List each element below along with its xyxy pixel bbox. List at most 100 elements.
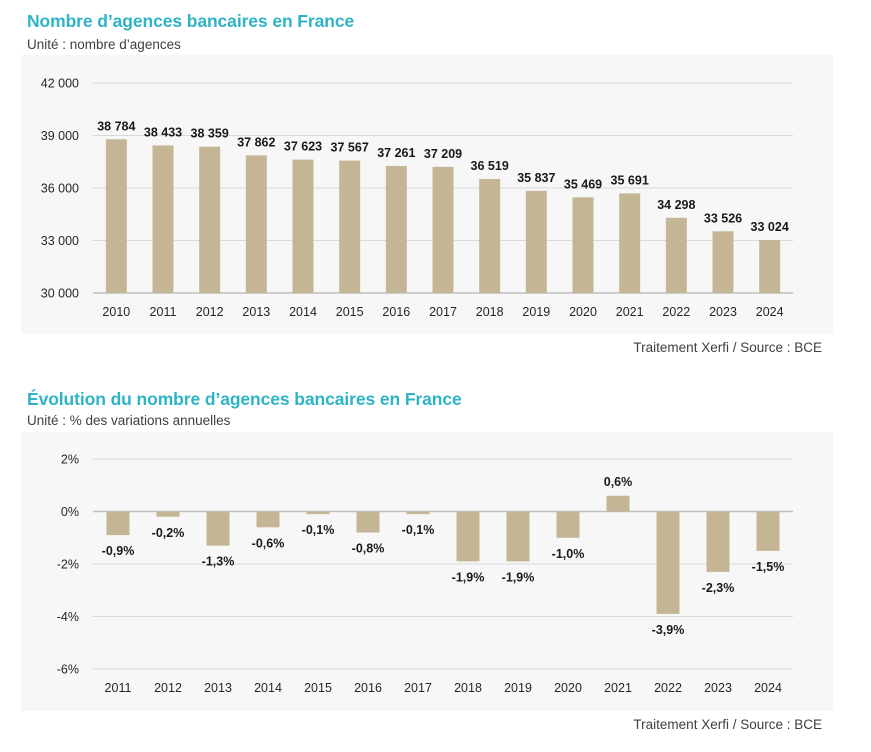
chart1-bar [339, 160, 361, 293]
chart1-data-label: 34 298 [657, 198, 695, 212]
chart2-xtick-label: 2017 [404, 681, 432, 695]
chart1-subtitle: Unité : nombre d’agences [27, 37, 181, 52]
chart2-bar [356, 511, 380, 533]
chart2-bar [706, 511, 730, 572]
chart1-bar [105, 139, 127, 293]
chart2-ytick-label: 0% [61, 505, 79, 519]
chart2-title: Évolution du nombre d’agences bancaires … [27, 389, 462, 409]
chart2-ytick-label: -2% [57, 558, 79, 572]
chart2-bar [256, 511, 280, 528]
chart1-data-label: 38 433 [144, 125, 182, 139]
chart1-xtick-label: 2010 [102, 305, 130, 319]
chart1-data-label: 35 837 [517, 171, 555, 185]
chart2-bar [406, 511, 430, 515]
chart2-data-label: -1,9% [502, 570, 535, 584]
chart2-data-label: -1,0% [552, 547, 585, 561]
chart1-bar [152, 145, 174, 293]
chart2-ytick-label: -6% [57, 663, 79, 677]
chart2-data-label: 0,6% [604, 475, 633, 489]
chart1-xtick-label: 2022 [662, 305, 690, 319]
chart1-bar [199, 146, 221, 293]
chart2-ytick-label: 2% [61, 453, 79, 467]
chart1-data-label: 36 519 [471, 159, 509, 173]
chart1-xtick-label: 2013 [242, 305, 270, 319]
chart1-bar [712, 231, 734, 293]
chart2-bar [156, 511, 180, 517]
chart1-bar [292, 159, 314, 293]
chart1-xtick-label: 2023 [709, 305, 737, 319]
chart1-bar [665, 217, 687, 293]
chart2-xtick-label: 2019 [504, 681, 532, 695]
chart2-bar [206, 511, 230, 546]
chart1-xtick-label: 2021 [616, 305, 644, 319]
chart1-data-label: 37 862 [237, 135, 275, 149]
chart1-xtick-label: 2012 [196, 305, 224, 319]
chart2-xtick-label: 2014 [254, 681, 282, 695]
chart2-data-label: -0,2% [152, 526, 185, 540]
chart2-source: Traitement Xerfi / Source : BCE [633, 717, 822, 732]
chart2-data-label: -0,9% [102, 544, 135, 558]
chart1-data-label: 37 209 [424, 147, 462, 161]
chart1-ytick-label: 39 000 [41, 129, 79, 143]
chart2-xtick-label: 2012 [154, 681, 182, 695]
chart2-data-label: -0,1% [302, 523, 335, 537]
chart1-data-label: 37 567 [331, 141, 369, 155]
chart1-xtick-label: 2011 [150, 305, 177, 319]
chart2-data-label: -0,1% [402, 523, 435, 537]
chart2-ytick-label: -4% [57, 610, 79, 624]
chart1-ytick-label: 36 000 [41, 182, 79, 196]
chart1-xtick-label: 2019 [522, 305, 550, 319]
chart2-bar [606, 495, 630, 512]
chart2-data-label: -0,6% [252, 536, 285, 550]
chart2-xtick-label: 2024 [754, 681, 782, 695]
chart1-data-label: 38 359 [191, 127, 229, 141]
chart1-title: Nombre d’agences bancaires en France [27, 11, 355, 31]
chart1-source: Traitement Xerfi / Source : BCE [633, 340, 822, 355]
chart2-xtick-label: 2020 [554, 681, 582, 695]
chart1-bar [245, 155, 267, 293]
chart1-data-label: 35 691 [611, 173, 649, 187]
chart1-bar [619, 193, 641, 293]
chart1-bar [479, 178, 501, 293]
chart1-data-label: 35 469 [564, 177, 602, 191]
chart1-bar [385, 165, 407, 293]
chart1-ytick-label: 33 000 [41, 234, 79, 248]
chart2-bar [756, 511, 780, 551]
chart1-data-label: 33 526 [704, 211, 742, 225]
chart1-xtick-label: 2016 [382, 305, 410, 319]
chart1-data-label: 38 784 [97, 119, 135, 133]
chart2-bar [506, 511, 530, 562]
chart1-bar [572, 197, 594, 293]
chart2-xtick-label: 2023 [704, 681, 732, 695]
chart2-xtick-label: 2013 [204, 681, 232, 695]
chart1-xtick-label: 2020 [569, 305, 597, 319]
chart2-xtick-label: 2011 [105, 681, 132, 695]
chart1-ytick-label: 30 000 [41, 287, 79, 301]
chart2-data-label: -0,8% [352, 542, 385, 556]
chart1-data-label: 33 024 [751, 220, 789, 234]
chart2-xtick-label: 2015 [304, 681, 332, 695]
chart1-xtick-label: 2017 [429, 305, 457, 319]
chart2-bar [306, 511, 330, 515]
chart2-bar [106, 511, 130, 536]
chart2-data-label: -1,9% [452, 570, 485, 584]
chart2-xtick-label: 2021 [604, 681, 632, 695]
chart1-xtick-label: 2024 [756, 305, 784, 319]
chart2-bar [456, 511, 480, 562]
chart2-xtick-label: 2016 [354, 681, 382, 695]
chart1-xtick-label: 2015 [336, 305, 364, 319]
chart2-data-label: -1,3% [202, 555, 235, 569]
chart2-data-label: -2,3% [702, 581, 735, 595]
chart1-data-label: 37 623 [284, 140, 322, 154]
chart1-bar [759, 240, 781, 293]
chart2-bar [656, 511, 680, 614]
chart2-xtick-label: 2018 [454, 681, 482, 695]
chart2-data-label: -1,5% [752, 560, 785, 574]
chart2-xtick-label: 2022 [654, 681, 682, 695]
chart2-bar [556, 511, 580, 538]
chart2-subtitle: Unité : % des variations annuelles [27, 413, 231, 428]
chart2-data-label: -3,9% [652, 623, 685, 637]
chart2-panel [21, 432, 833, 711]
